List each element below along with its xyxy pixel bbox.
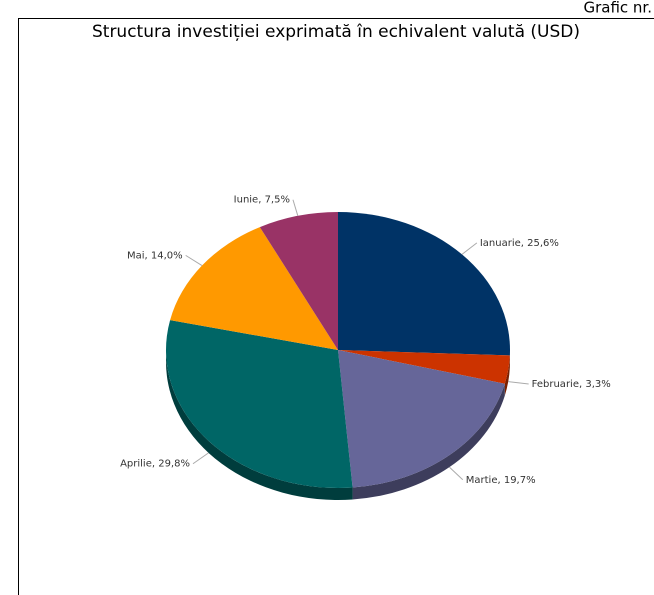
data-label: Ianuarie, 25,6% [480,238,559,249]
leader-line [508,381,529,385]
slice [338,212,511,356]
leader-line [185,254,203,266]
data-label: Iunie, 7,5% [234,195,290,206]
slice [338,350,510,384]
slice-side [352,383,505,500]
slice [338,350,505,488]
leader-line [449,466,464,481]
caption: Grafic nr. [583,0,652,17]
data-label: Mai, 14,0% [127,250,183,261]
data-label: Aprilie, 29,8% [120,459,190,470]
data-label: Martie, 19,7% [466,475,536,486]
leader-line [461,242,478,255]
slice [166,320,353,488]
slice [259,212,338,350]
leader-line [192,452,209,465]
data-label: Februarie, 3,3% [532,379,611,390]
slice [170,227,338,350]
slice-side [504,355,510,396]
chart-title: Structura investiției exprimată în echiv… [92,22,580,42]
leader-line [292,199,299,216]
